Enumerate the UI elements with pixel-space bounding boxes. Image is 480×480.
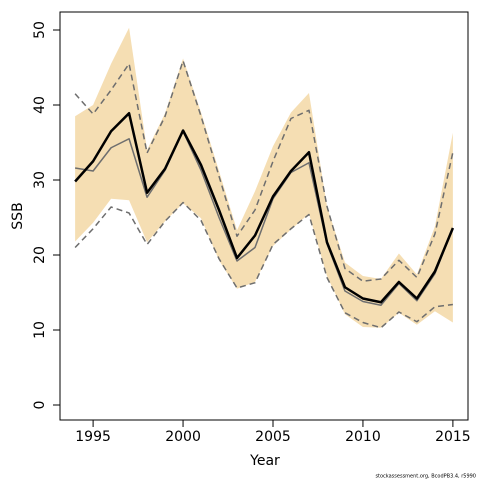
plot-frame xyxy=(59,11,469,421)
y-tick-label: 50 xyxy=(32,21,48,39)
y-tick-label: 10 xyxy=(32,321,48,339)
y-tick-label: 40 xyxy=(32,96,48,114)
x-tick-label: 2005 xyxy=(255,429,291,445)
series-line xyxy=(74,201,453,329)
x-tick-label: 1995 xyxy=(75,429,111,445)
y-axis-label: SSB xyxy=(10,202,26,229)
series-line xyxy=(74,130,454,306)
x-tick-label: 2000 xyxy=(165,429,201,445)
footnote: stockassessment.org, BcodPB3.4, r5990 xyxy=(375,474,476,480)
confidence-band xyxy=(75,27,453,328)
x-axis-label: Year xyxy=(249,453,280,469)
series-line xyxy=(74,60,454,282)
y-tick-label: 0 xyxy=(32,401,48,410)
x-tick-label: 2015 xyxy=(435,429,471,445)
series-line xyxy=(74,112,455,304)
y-tick-label: 30 xyxy=(32,171,48,189)
x-tick-label: 2010 xyxy=(345,429,381,445)
y-tick-label: 20 xyxy=(32,246,48,264)
